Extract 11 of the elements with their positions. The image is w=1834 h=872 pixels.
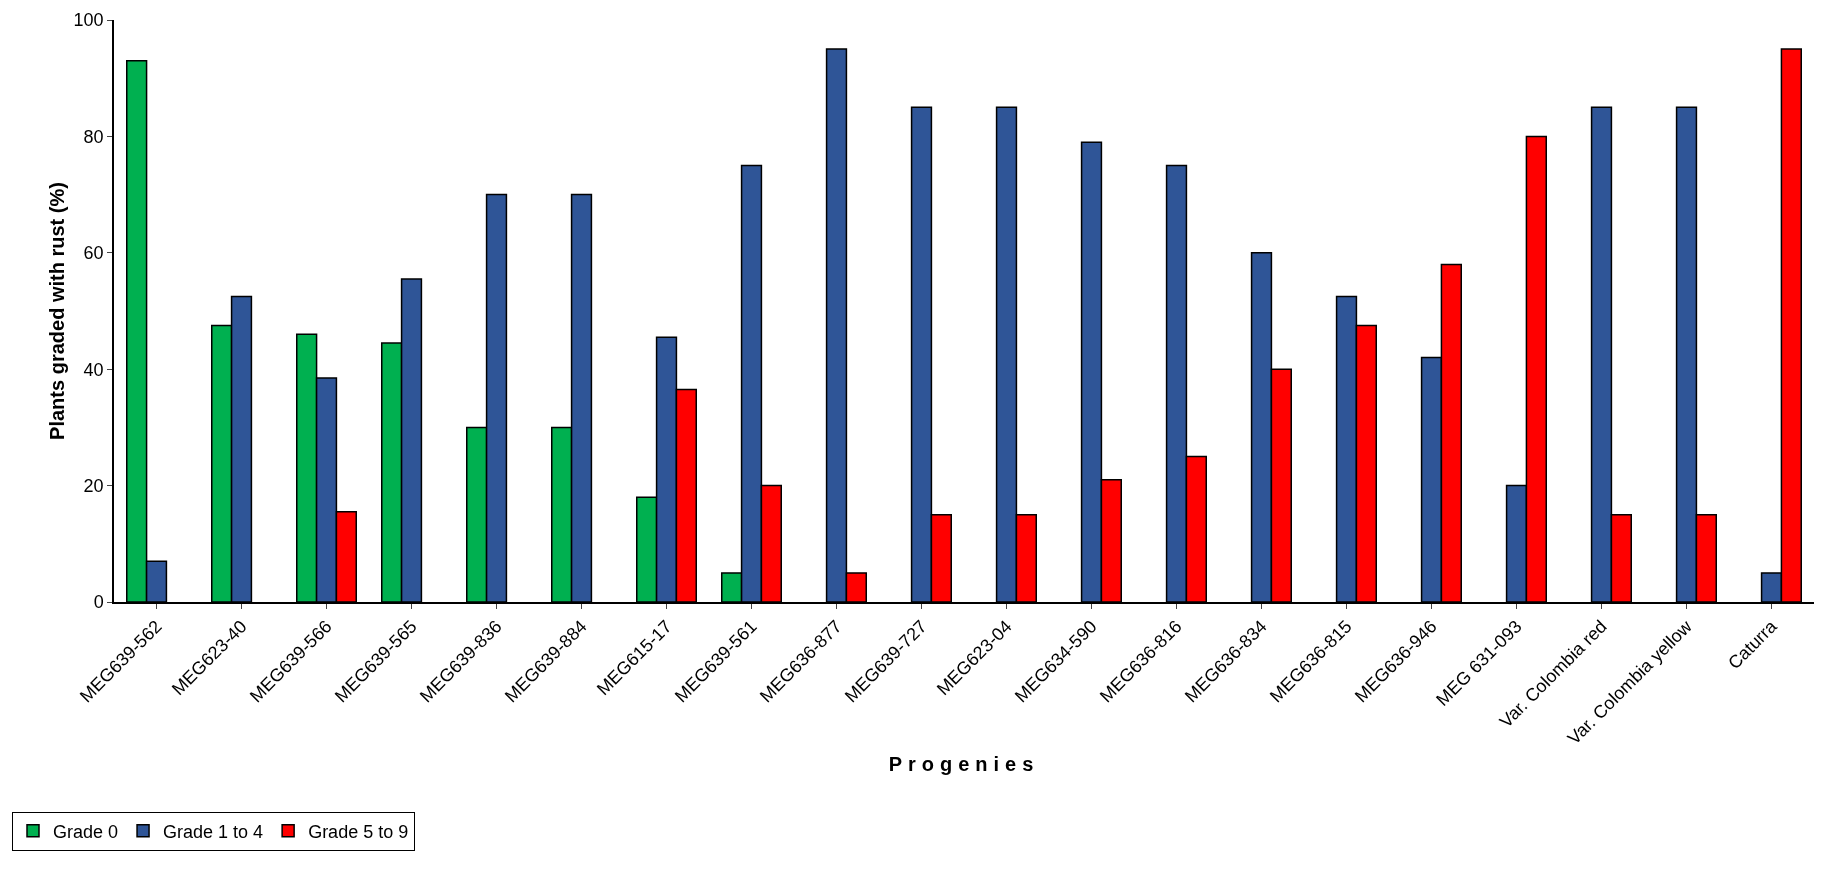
legend-label: Grade 0 <box>53 821 119 842</box>
y-axis-title: Plants graded with rust (%) <box>45 182 68 440</box>
y-tick-label: 0 <box>93 592 104 613</box>
y-tick-label: 20 <box>83 475 104 496</box>
y-tick-label: 60 <box>83 243 104 264</box>
legend-label: Grade 1 to 4 <box>163 821 264 842</box>
y-tick-label: 80 <box>83 126 104 147</box>
x-axis-title: Progenies <box>888 753 1040 776</box>
y-tick-label: 40 <box>83 359 104 380</box>
y-tick-label: 100 <box>73 10 104 31</box>
legend-label: Grade 5 to 9 <box>308 821 409 842</box>
